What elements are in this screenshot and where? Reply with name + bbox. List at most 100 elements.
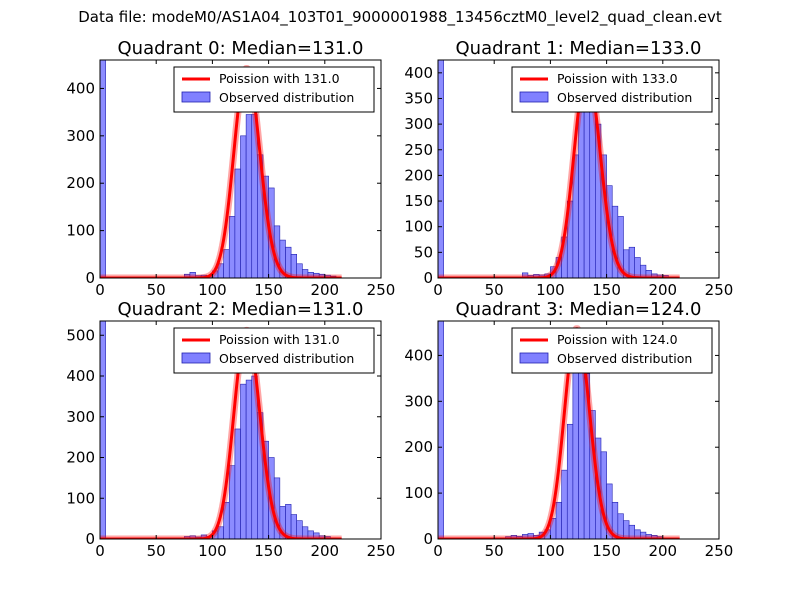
legend-box [511,327,713,374]
y-tick-label: 200 [404,166,433,184]
x-tick-label: 200 [648,281,677,299]
y-tick-label: 400 [404,64,433,82]
y-tick-label: 100 [66,489,95,507]
x-tick-label: 250 [367,542,396,560]
y-tick-label: 0 [423,530,433,548]
axes-frame [437,320,720,540]
y-tick-label: 300 [404,392,433,410]
legend-label: Observed distribution [557,90,692,105]
histogram-bar [572,368,579,539]
legend-bar-swatch [519,91,549,103]
histogram-bar [228,216,236,278]
y-tick-label: 0 [85,269,95,287]
y-tick-label: 100 [66,222,95,240]
x-tick-label: 100 [536,281,565,299]
y-tick-label: 400 [404,346,433,364]
histogram-bar [438,60,444,278]
chart-title: Quadrant 3: Median=124.0 [456,299,702,320]
legend: Poission with 124.0 Observed distribution [511,327,713,374]
poisson-curve [438,327,681,539]
legend-label: Poission with 133.0 [557,71,678,86]
x-tick-label: 200 [310,542,339,560]
y-tick-label: 400 [66,367,95,385]
y-tick-label: 150 [404,192,433,210]
y-tick-label: 100 [404,484,433,502]
legend-label: Poission with 131.0 [219,332,340,347]
y-tick-label: 200 [66,174,95,192]
y-tick-label: 350 [404,89,433,107]
x-tick-label: 200 [310,281,339,299]
x-tick-label: 50 [147,542,166,560]
y-tick-label: 250 [404,141,433,159]
x-tick-label: 250 [705,542,734,560]
y-tick-label: 100 [404,218,433,236]
legend: Poission with 133.0 Observed distribution [511,66,713,113]
histogram-bar [583,95,591,278]
legend-label: Observed distribution [557,351,692,366]
x-tick-label: 50 [147,281,166,299]
y-tick-label: 300 [66,127,95,145]
chart-title: Quadrant 1: Median=133.0 [456,38,702,59]
legend-bar-swatch [181,91,211,103]
axes-frame [437,59,720,279]
histogram-bar [189,272,196,278]
histogram-bar [100,60,106,278]
x-tick-label: 100 [198,542,227,560]
x-tick-label: 200 [648,542,677,560]
x-tick-label: 0 [433,281,443,299]
y-tick-label: 300 [66,408,95,426]
y-tick-label: 200 [66,449,95,467]
chart-panel-1: 0 50 100 150 200 250 0 50 100 150 200 250 300 350 400 Q… [404,38,733,299]
histogram-bar [234,428,241,539]
x-tick-label: 150 [592,542,621,560]
y-tick-label: 500 [66,326,95,344]
y-tick-label: 300 [404,115,433,133]
x-tick-label: 0 [95,281,105,299]
chart-panel-0: 0 50 100 150 200 250 0 100 200 300 400 Quadrant 0: … [66,38,395,299]
histogram-bar [223,249,230,278]
x-tick-label: 100 [536,542,565,560]
legend-label: Observed distribution [219,351,354,366]
histogram-bar [438,321,444,539]
legend: Poission with 131.0 Observed distribution [173,66,375,113]
legend-bar-swatch [181,352,211,364]
histogram-bar [566,423,574,539]
x-tick-label: 50 [485,542,504,560]
histogram-bar [100,321,106,539]
x-tick-label: 50 [485,281,504,299]
histogram-bar [240,135,247,278]
y-tick-label: 0 [85,530,95,548]
legend-bar-swatch [519,352,549,364]
histogram-bar [245,114,253,278]
histogram-bar [561,469,568,539]
chart-title: Quadrant 2: Median=131.0 [118,299,364,320]
histogram-bar [555,501,562,539]
y-tick-label: 0 [423,269,433,287]
figure-title: Data file: modeM0/AS1A04_103T01_90000019… [78,8,722,26]
chart-panel-2: 0 50 100 150 200 250 0 100 200 300 400 500 Quadrant … [66,299,395,560]
x-tick-label: 250 [705,281,734,299]
y-tick-label: 400 [66,79,95,97]
x-tick-label: 150 [592,281,621,299]
x-tick-label: 100 [198,281,227,299]
legend-label: Poission with 124.0 [557,332,678,347]
legend-box [511,66,713,113]
y-tick-label: 200 [404,438,433,456]
axes-frame [99,59,382,279]
x-tick-label: 250 [367,281,396,299]
histogram-bar [240,383,247,539]
axes-frame [99,320,382,540]
x-tick-label: 0 [95,542,105,560]
legend-label: Observed distribution [219,90,354,105]
histogram-bar [234,168,241,278]
legend: Poission with 131.0 Observed distribution [173,327,375,374]
histogram-bar [245,379,253,539]
legend-label: Poission with 131.0 [219,71,340,86]
x-tick-label: 150 [254,281,283,299]
x-tick-label: 150 [254,542,283,560]
y-tick-label: 50 [414,243,433,261]
x-tick-label: 0 [433,542,443,560]
histogram-bars [100,60,337,278]
chart-panel-3: 0 50 100 150 200 250 0 100 200 300 400 Quadrant 3: … [404,299,733,560]
